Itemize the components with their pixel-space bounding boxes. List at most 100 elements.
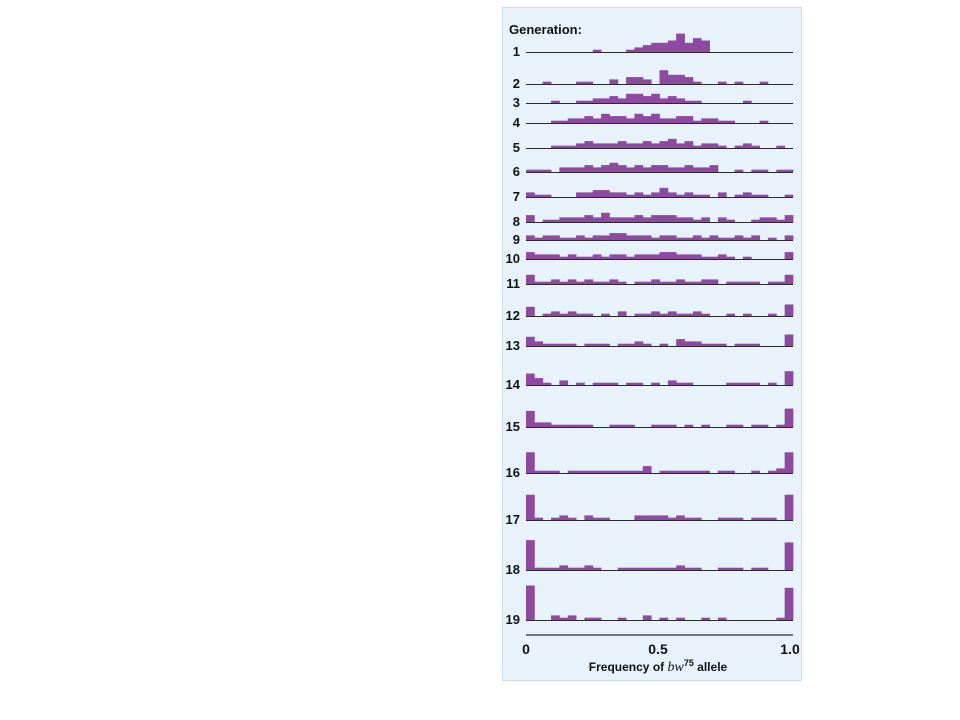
histogram-bar bbox=[767, 470, 777, 473]
histogram-bar bbox=[676, 313, 685, 316]
histogram-bar bbox=[676, 167, 685, 172]
histogram-bar bbox=[684, 424, 694, 427]
histogram-row: 8 bbox=[513, 212, 794, 229]
histogram-bar bbox=[626, 167, 635, 172]
histogram-bar bbox=[692, 167, 702, 172]
histogram-bar bbox=[659, 70, 669, 84]
histogram-bar bbox=[751, 281, 761, 284]
histogram-bar bbox=[676, 74, 685, 84]
histogram-bar bbox=[676, 279, 685, 284]
histogram-bar bbox=[709, 143, 719, 148]
histogram-bar bbox=[717, 237, 727, 240]
histogram-bar bbox=[626, 343, 635, 346]
histogram-bar bbox=[776, 468, 786, 473]
generation-label: 18 bbox=[506, 562, 520, 577]
histogram-bar bbox=[751, 235, 761, 240]
histogram-bar bbox=[659, 424, 669, 427]
histogram-bar bbox=[634, 235, 644, 240]
histogram-bar bbox=[526, 169, 535, 172]
histogram-row: 13 bbox=[506, 334, 794, 353]
histogram-bar bbox=[567, 517, 577, 520]
histogram-bar bbox=[601, 212, 610, 222]
histogram-bar bbox=[651, 192, 660, 197]
histogram-bar bbox=[659, 215, 669, 222]
histogram-bar bbox=[601, 98, 610, 103]
histogram-bar bbox=[734, 567, 744, 570]
histogram-bar bbox=[617, 424, 627, 427]
histogram-bar bbox=[726, 120, 735, 123]
histogram-bar bbox=[601, 382, 610, 385]
histogram-bar bbox=[626, 470, 635, 473]
x-tick-label: 0 bbox=[522, 641, 530, 657]
histogram-row: 19 bbox=[506, 585, 794, 627]
histogram-bar bbox=[651, 424, 660, 427]
histogram-bar bbox=[559, 313, 569, 316]
histogram-bar bbox=[784, 304, 794, 316]
histogram-bar bbox=[734, 194, 744, 197]
histogram-bar bbox=[526, 494, 535, 520]
histogram-bar bbox=[651, 567, 660, 570]
histogram-bar bbox=[684, 470, 694, 473]
histogram-bar bbox=[676, 217, 685, 222]
histogram-bar bbox=[642, 313, 652, 316]
histogram-bar bbox=[642, 567, 652, 570]
histogram-bar bbox=[734, 169, 744, 172]
histogram-bar bbox=[567, 279, 577, 284]
histogram-bar bbox=[642, 235, 652, 240]
histogram-bar bbox=[717, 81, 727, 84]
histogram-bar bbox=[734, 235, 744, 240]
histogram-bar bbox=[751, 169, 761, 172]
histogram-bar bbox=[659, 98, 669, 103]
histogram-bar bbox=[642, 96, 652, 103]
histogram-bar bbox=[684, 217, 694, 222]
histogram-bar bbox=[776, 145, 786, 148]
histogram-bar bbox=[601, 343, 610, 346]
histogram-bar bbox=[642, 79, 652, 84]
histogram-bar bbox=[692, 517, 702, 520]
histogram-bar bbox=[626, 256, 635, 259]
histogram-row: 6 bbox=[513, 162, 794, 179]
histogram-bar bbox=[684, 77, 694, 84]
histogram-bar bbox=[651, 215, 660, 222]
histogram-bar bbox=[576, 192, 585, 197]
histogram-bar bbox=[659, 165, 669, 172]
histogram-bar bbox=[667, 138, 677, 148]
histogram-bar bbox=[784, 494, 794, 520]
histogram-bar bbox=[642, 167, 652, 172]
histogram-bar bbox=[551, 254, 560, 259]
histogram-bar bbox=[584, 81, 594, 84]
histogram-bar bbox=[551, 567, 560, 570]
histogram-bar bbox=[659, 515, 669, 520]
histogram-bar bbox=[526, 215, 535, 222]
histogram-bar bbox=[617, 98, 627, 103]
histogram-bar bbox=[692, 194, 702, 197]
histogram-bar bbox=[617, 254, 627, 259]
histogram-bar bbox=[584, 192, 594, 197]
histogram-bar bbox=[776, 424, 786, 427]
histogram-bar bbox=[701, 194, 710, 197]
histogram-bar bbox=[776, 617, 786, 620]
histogram-bar bbox=[659, 141, 669, 148]
histogram-bar bbox=[559, 515, 569, 520]
histogram-bar bbox=[659, 235, 669, 240]
histogram-bar bbox=[701, 424, 710, 427]
histogram-bar bbox=[559, 281, 569, 284]
histogram-bar bbox=[642, 615, 652, 620]
histogram-row: 3 bbox=[513, 93, 793, 110]
histogram-bar bbox=[526, 452, 535, 473]
histogram-bar bbox=[751, 382, 761, 385]
histogram-bar bbox=[751, 470, 761, 473]
histogram-bar bbox=[667, 311, 677, 316]
histogram-bar bbox=[742, 256, 752, 259]
histogram-bar bbox=[717, 217, 727, 222]
histogram-bar bbox=[634, 281, 644, 284]
histogram-bar bbox=[592, 254, 602, 259]
histogram-bar bbox=[559, 380, 569, 385]
histogram-bar bbox=[567, 424, 577, 427]
histogram-bar bbox=[676, 254, 685, 259]
histogram-bar bbox=[584, 565, 594, 570]
histogram-bar bbox=[617, 311, 627, 316]
x-axis-label-suffix: allele bbox=[694, 660, 728, 674]
x-axis-label: Frequency of bw75 allele bbox=[589, 658, 728, 675]
